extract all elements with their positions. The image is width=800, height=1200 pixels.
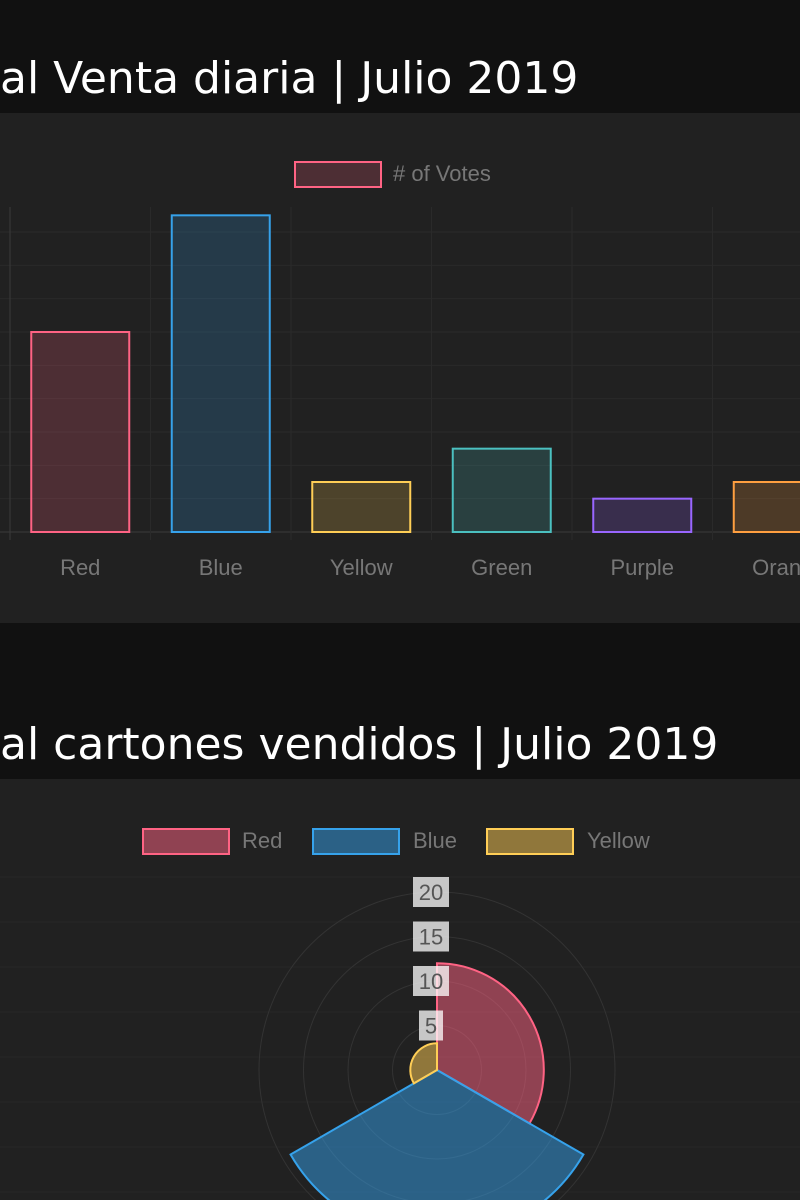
legend-swatch-red [142,828,230,855]
bar-legend[interactable]: # of Votes [294,161,491,188]
polar-tick-label: 15 [419,925,443,950]
legend-label-votes: # of Votes [393,161,491,186]
bar-green[interactable] [451,447,552,533]
bar-chart: # of Votes Red Blue Yellow Green Purple Orang [0,161,800,580]
legend-label-red: Red [242,828,282,853]
x-tick-label: Green [471,555,532,580]
polar-tick-backdrop [419,1010,443,1041]
bar-gridlines [0,207,800,540]
chart2-title: al cartones vendidos | Julio 2019 [0,719,719,770]
bar-blue[interactable] [170,214,271,533]
polar-chart-panel: Red Blue Yellow 5 10 15 20 [0,779,800,1200]
polar-area-chart: Red Blue Yellow 5 10 15 20 [0,828,800,1200]
polar-segment-red[interactable] [436,962,545,1125]
bar-yellow[interactable] [311,481,412,533]
x-tick-label: Red [60,555,100,580]
bar-purple[interactable] [592,497,693,533]
x-tick-label: Orang [752,555,800,580]
legend-swatch-votes [294,161,382,188]
chart1-title: al Venta diaria | Julio 2019 [0,53,579,104]
bar-chart-panel: # of Votes Red Blue Yellow Green Purple Orang [0,113,800,623]
x-tick-label: Yellow [330,555,393,580]
polar-tick-label: 5 [425,1014,437,1039]
legend-label-blue: Blue [413,828,457,853]
polar-tick-backdrop [413,966,449,996]
bar-series [30,214,800,533]
polar-segment-blue[interactable] [289,1068,585,1200]
polar-tick-backdrop [413,921,449,952]
polar-tick-backdrop [413,877,449,907]
polar-tick-labels: 5 10 15 20 [413,877,449,1041]
polar-tick-label: 10 [419,969,443,994]
x-tick-label: Blue [199,555,243,580]
polar-segment-yellow[interactable] [409,1042,438,1085]
polar-legend[interactable]: Red Blue Yellow [142,828,650,855]
legend-label-yellow: Yellow [587,828,650,853]
legend-swatch-yellow [486,828,574,855]
bar-orange[interactable] [732,481,800,533]
polar-segments [289,962,585,1200]
bar-x-axis-labels: Red Blue Yellow Green Purple Orang [60,555,800,580]
x-tick-label: Purple [610,555,674,580]
legend-swatch-blue [312,828,400,855]
polar-tick-label: 20 [419,880,443,905]
bar-red[interactable] [30,331,131,533]
